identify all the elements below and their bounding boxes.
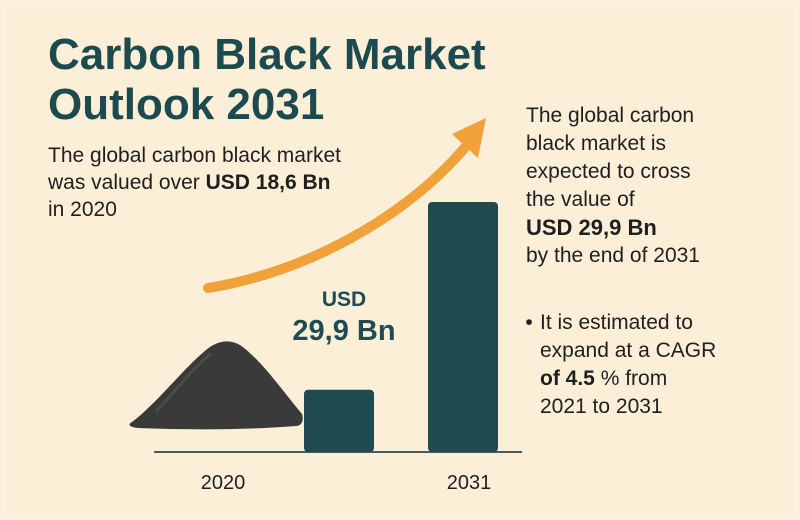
intro-line-2-prefix: was valued over xyxy=(48,171,206,194)
intro-text: The global carbon black market was value… xyxy=(48,142,388,223)
forecast-line-1: The global carbon xyxy=(526,104,695,127)
cagr-line-4: 2021 to 2031 xyxy=(540,395,663,418)
forecast-line-end: by the end of 2031 xyxy=(526,244,700,267)
carbon-black-pile xyxy=(129,341,303,430)
intro-line-1: The global carbon black market xyxy=(48,144,341,167)
intro-value-2020: USD 18,6 Bn xyxy=(205,171,331,194)
cagr-line-3-rest: % from xyxy=(594,367,668,390)
bar-value-label-main: 29,9 Bn xyxy=(292,315,396,347)
x-tick-label-2031: 2031 xyxy=(446,472,492,494)
cagr-line-3: of 4.5 % from xyxy=(518,365,778,393)
intro-line-3: in 2020 xyxy=(48,198,117,221)
title-line-1: Carbon Black Market xyxy=(48,30,486,79)
bar-2020 xyxy=(304,389,374,452)
cagr-line-1: It is estimated to xyxy=(540,311,693,334)
bullet-dot: • xyxy=(525,311,533,334)
bar-chart xyxy=(129,118,522,453)
intro-line-2: was valued over USD 18,6 Bn xyxy=(48,169,388,196)
bar-2031 xyxy=(428,202,498,452)
cagr-line-2: expand at a CAGR xyxy=(540,339,717,362)
growth-arrow-head xyxy=(452,118,486,158)
page-title: Carbon Black Market Outlook 2031 xyxy=(48,30,568,130)
infographic-card: Carbon Black Market Outlook 2031 The glo… xyxy=(6,6,794,514)
cagr-bullet: • It is estimated to expand at a CAGR of… xyxy=(518,309,778,421)
bar-value-label-top: USD xyxy=(321,288,367,311)
growth-arrow xyxy=(203,139,473,293)
cagr-value: of 4.5 xyxy=(540,367,595,390)
forecast-line-4: the value of xyxy=(526,188,635,211)
x-tick-label-2020: 2020 xyxy=(200,472,246,494)
forecast-value-2031: USD 29,9 Bn xyxy=(526,215,657,240)
forecast-line-2: black market is xyxy=(526,132,667,155)
title-line-2: Outlook 2031 xyxy=(48,80,325,129)
forecast-line-3: expected to cross xyxy=(526,160,691,183)
forecast-text: The global carbon black market is expect… xyxy=(526,102,776,270)
